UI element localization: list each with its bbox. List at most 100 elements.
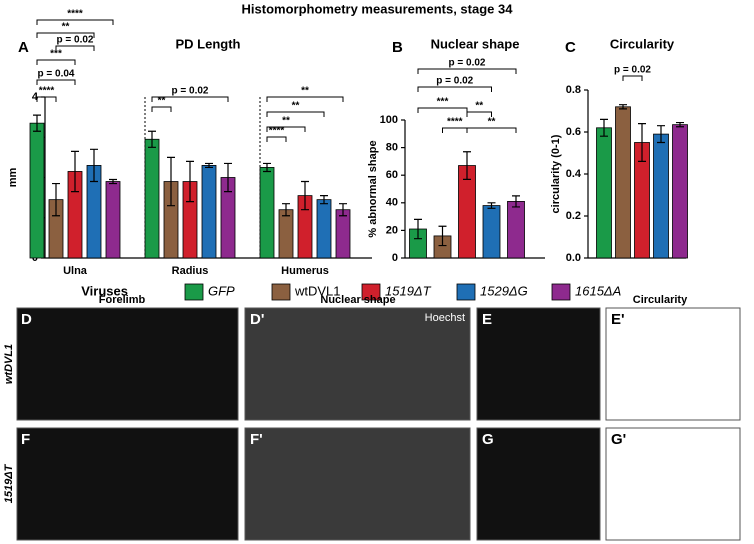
panel-letter: D' xyxy=(250,311,264,328)
significance-label: ** xyxy=(62,22,70,33)
column-header: Nuclear shape xyxy=(320,294,395,306)
legend-swatch xyxy=(184,283,204,301)
significance-label: **** xyxy=(39,86,55,97)
significance-bracket xyxy=(151,96,229,102)
error-bar xyxy=(186,160,194,203)
significance-label: **** xyxy=(447,117,463,128)
panel-letter: G xyxy=(482,431,494,448)
significance-bracket xyxy=(36,32,95,38)
y-tick-label: 100 xyxy=(380,114,398,126)
microscopy-image xyxy=(476,307,601,421)
legend-title: Viruses xyxy=(81,283,128,298)
panel-letter: C xyxy=(565,39,576,56)
error-bar xyxy=(463,151,471,180)
error-bar xyxy=(71,150,79,193)
error-bar xyxy=(109,178,117,185)
y-axis-label: mm xyxy=(7,168,19,188)
y-tick-label: 60 xyxy=(386,169,398,181)
bar xyxy=(672,124,688,259)
column-header: Forelimb xyxy=(99,294,146,306)
bar xyxy=(316,199,332,259)
significance-bracket xyxy=(151,106,172,112)
x-tick-label: Humerus xyxy=(281,265,329,277)
error-bar xyxy=(600,118,608,137)
microscopy-image xyxy=(16,427,239,541)
significance-label: *** xyxy=(437,97,449,108)
significance-label: ** xyxy=(282,116,290,127)
error-bar xyxy=(263,162,271,173)
error-bar xyxy=(512,195,520,208)
figure-title: Histomorphometry measurements, stage 34 xyxy=(242,1,514,16)
legend-swatch xyxy=(361,283,381,301)
legend-swatch xyxy=(271,283,291,301)
significance-bracket xyxy=(266,126,306,132)
microscopy-image xyxy=(16,307,239,421)
bar xyxy=(596,127,612,259)
error-bar xyxy=(657,125,665,144)
significance-bracket xyxy=(36,59,76,65)
panel-letter: B xyxy=(392,39,403,56)
error-bar xyxy=(487,202,496,209)
x-tick-label: Radius xyxy=(172,265,209,277)
significance-bracket xyxy=(55,45,95,51)
y-tick-label: 40 xyxy=(386,197,398,209)
significance-bracket xyxy=(36,96,57,102)
bar xyxy=(201,165,217,259)
significance-bracket xyxy=(417,68,517,74)
significance-label: p = 0.04 xyxy=(38,69,75,80)
significance-label: p = 0.02 xyxy=(57,35,94,46)
error-bar xyxy=(339,203,347,217)
microscopy-image xyxy=(605,307,741,421)
error-bar xyxy=(619,104,627,110)
y-tick-label: 0.2 xyxy=(566,210,581,222)
legend-label: 1529ΔG xyxy=(480,283,528,298)
y-axis-label: % abnormal shape xyxy=(367,140,379,237)
bar xyxy=(482,205,501,259)
bar xyxy=(653,133,669,259)
microscopy-image xyxy=(476,427,601,541)
bar xyxy=(335,209,351,259)
significance-bracket xyxy=(442,127,468,133)
error-bar xyxy=(320,195,328,205)
legend-label: 1519ΔT xyxy=(385,283,432,298)
error-bar xyxy=(90,148,98,183)
significance-bracket xyxy=(466,111,492,117)
significance-bracket xyxy=(266,136,287,142)
error-bar xyxy=(676,121,684,128)
legend-label: GFP xyxy=(208,283,235,298)
column-header: Circularity xyxy=(633,294,688,306)
legend-label: 1615ΔA xyxy=(575,283,621,298)
bar xyxy=(278,209,294,259)
bar xyxy=(144,138,160,259)
y-tick-label: 0.4 xyxy=(566,168,582,180)
panel-letter: F xyxy=(21,431,30,448)
error-bar xyxy=(301,180,309,211)
significance-bracket xyxy=(466,127,517,133)
row-label: 1519ΔT xyxy=(3,463,15,503)
significance-label: p = 0.02 xyxy=(436,76,473,87)
error-bar xyxy=(148,130,156,148)
panel-letter: F' xyxy=(250,431,263,448)
x-tick-label: Ulna xyxy=(63,265,88,277)
y-tick-label: 0.6 xyxy=(566,126,581,138)
significance-label: ** xyxy=(475,101,483,112)
y-tick-label: 80 xyxy=(386,142,398,154)
error-bar xyxy=(438,225,447,247)
significance-bracket xyxy=(417,86,492,92)
bar xyxy=(259,167,275,259)
significance-label: ** xyxy=(158,96,166,107)
legend-label: wtDVL1 xyxy=(294,283,341,298)
bar xyxy=(105,181,121,259)
y-tick-label: 0 xyxy=(392,252,398,264)
panel-letter: A xyxy=(18,39,29,56)
panel-letter: D xyxy=(21,311,32,328)
y-tick-label: 4 xyxy=(32,91,39,103)
significance-bracket xyxy=(622,75,643,81)
error-bar xyxy=(167,156,175,207)
error-bar xyxy=(52,182,60,217)
significance-label: ** xyxy=(488,117,496,128)
significance-label: p = 0.02 xyxy=(614,65,651,76)
error-bar xyxy=(205,162,213,169)
chart-title: Circularity xyxy=(610,36,675,51)
